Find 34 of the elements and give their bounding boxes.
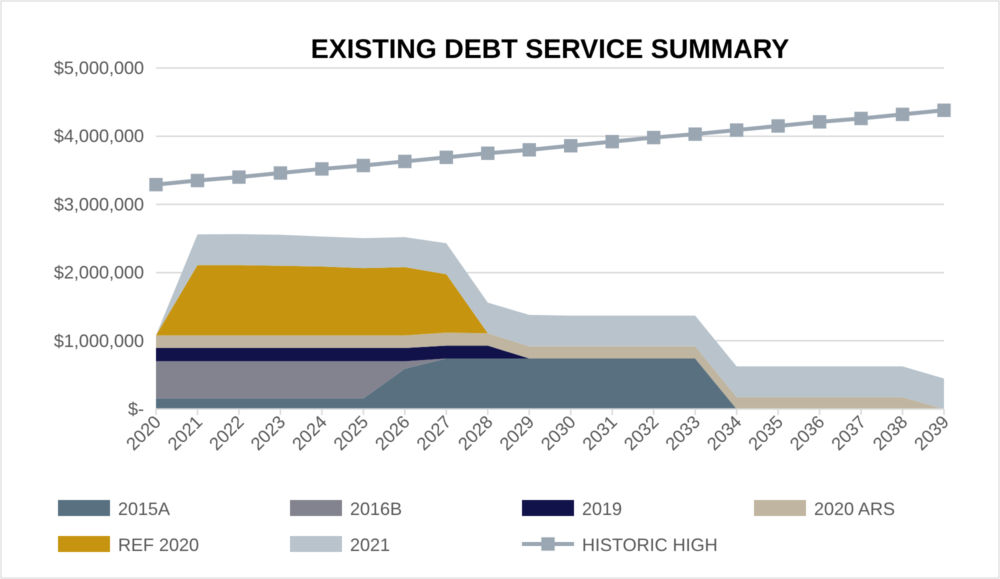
point: [854, 112, 868, 126]
point: [274, 166, 288, 180]
point: [812, 115, 826, 129]
point: [730, 123, 744, 137]
point: [232, 170, 246, 184]
legend-label: REF 2020: [118, 535, 200, 555]
point: [440, 150, 454, 164]
legend-label: HISTORIC HIGH: [582, 535, 718, 555]
chart-title: EXISTING DEBT SERVICE SUMMARY: [310, 34, 790, 64]
point: [564, 139, 578, 152]
legend-label: 2016B: [350, 499, 402, 519]
legend-label: 2015A: [118, 499, 170, 519]
point: [398, 154, 412, 168]
point: [481, 146, 494, 160]
point: [606, 134, 619, 148]
y-tick-label: $5,000,000: [54, 58, 144, 78]
legend-label: 2021: [350, 535, 390, 555]
point: [937, 104, 951, 117]
point: [522, 143, 536, 157]
point: [896, 108, 910, 122]
legend-label: 2019: [582, 499, 622, 519]
y-tick-label: $2,000,000: [54, 262, 144, 283]
point: [315, 162, 329, 176]
y-tick-label: $4,000,000: [54, 126, 144, 146]
point: [771, 119, 785, 133]
point: [646, 130, 660, 144]
legend-label: 2020 ARS: [814, 499, 896, 519]
point: [149, 178, 163, 192]
y-tick-label: $-: [128, 399, 144, 419]
point: [356, 158, 370, 172]
y-tick-label: $1,000,000: [54, 330, 144, 351]
point: [688, 127, 702, 141]
y-tick-label: $3,000,000: [54, 194, 144, 214]
point: [190, 174, 204, 188]
